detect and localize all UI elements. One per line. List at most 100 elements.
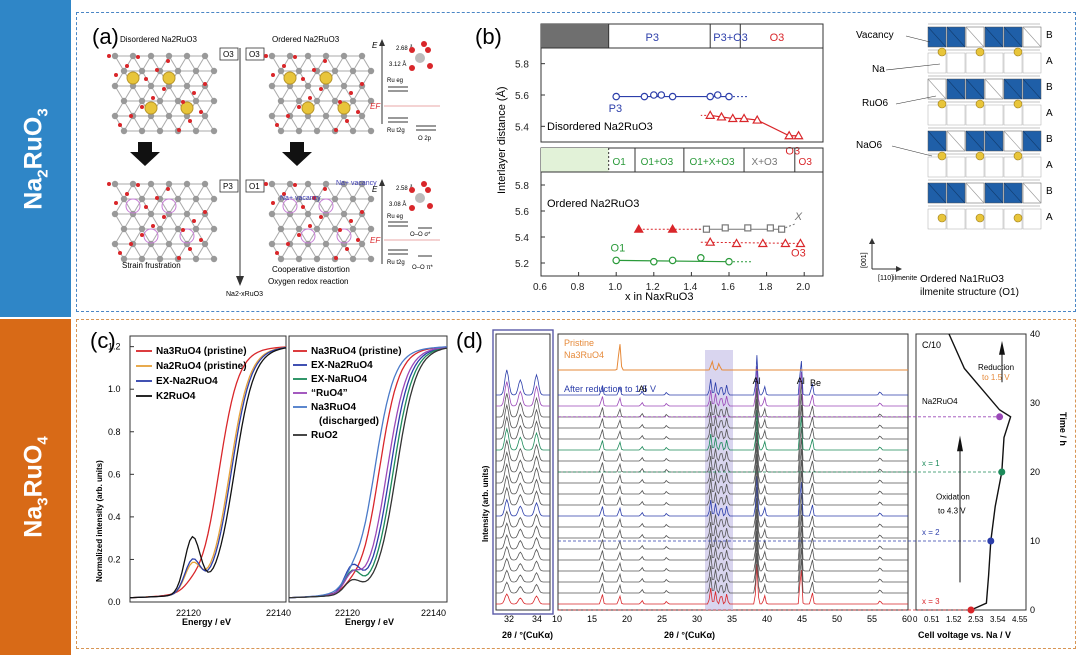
ru-atom: [111, 180, 119, 188]
b-p3-point: [668, 92, 677, 101]
c-left-legend-2: EX-Na2RuO4: [156, 376, 218, 387]
b-ytick-bot-0: 5.8: [515, 181, 529, 192]
ru-atom: [340, 82, 348, 90]
o-atom: [338, 100, 342, 104]
ru-atom: [304, 240, 312, 248]
nao6-octahedron: [927, 156, 947, 178]
d-small-xtick-1: 34: [532, 614, 542, 624]
d-xrd-zoom: [496, 451, 550, 473]
c-ytick-3: 0.6: [108, 469, 121, 479]
na-ion: [937, 99, 947, 109]
b-x-point: [702, 225, 711, 233]
vacancy-site: [300, 228, 316, 244]
ru-atom: [340, 112, 348, 120]
d-right-ytick-0: 40: [1030, 329, 1040, 339]
o-atom: [192, 91, 196, 95]
vacancy-site: [161, 198, 177, 214]
d-xrd-zoom: [496, 581, 550, 594]
b-bottom-frame: [540, 147, 824, 277]
ef-top: EF: [370, 102, 381, 111]
ru-atom: [277, 67, 285, 75]
na-ion: [1013, 47, 1023, 57]
ru-atom: [349, 67, 357, 75]
ru-atom: [120, 127, 128, 135]
b-top-frame: [540, 23, 824, 143]
ru-atom: [277, 127, 285, 135]
ru-atom: [147, 52, 155, 60]
o-atom: [334, 128, 338, 132]
na-ion: [1013, 151, 1023, 161]
d-ylabel: Intensity (arb. units): [481, 465, 490, 542]
b-p3-point: [657, 91, 666, 99]
c-right-legend-6: RuO2: [311, 430, 338, 441]
nao6-octahedron: [984, 104, 1004, 126]
ru-atom: [174, 97, 182, 105]
layer-label-3: A: [1046, 108, 1053, 119]
b-o1-point: [612, 256, 621, 265]
lattice-ordered-bottom: [264, 180, 375, 263]
o-atom: [151, 96, 155, 100]
ordered-title: Ordered Na2RuO3: [272, 35, 340, 44]
oo-sigma: O–O σ*: [410, 232, 431, 238]
ru-t2g-top: Ru t2g: [387, 128, 405, 134]
b-p3-point: [725, 92, 733, 101]
c-ytick-0: 1.2: [108, 342, 121, 352]
b-chart: P3 P3+O3 O3 5.8 5.6 5.4 P3 O3 Disordered Na2RuO3…: [515, 23, 824, 293]
ru-atom: [304, 180, 312, 188]
ru-atom: [183, 210, 191, 218]
vacancy-site: [143, 228, 159, 244]
ru-atom: [201, 240, 209, 248]
d-after-reduction: After reduction to 1.5 V: [564, 384, 656, 394]
d-xlabel-small: 2θ / °(CuKα): [502, 630, 553, 640]
b-p3-point: [640, 92, 649, 101]
d-oxidation-1: Oxidation: [936, 493, 970, 502]
ru-atom: [183, 112, 191, 120]
b-o3b-point: [705, 236, 716, 246]
o-atom: [345, 247, 349, 251]
vacancy-site: [336, 228, 352, 244]
layer-label-4: B: [1046, 134, 1053, 145]
o-atom: [308, 224, 312, 228]
ru-atom: [165, 82, 173, 90]
d-right-xtick-5: 2.5: [968, 615, 980, 624]
ru-atom: [322, 52, 330, 60]
b-bottom-bar-label-1: O1+O3: [641, 157, 674, 168]
o-atom: [166, 59, 170, 63]
d-xrd-zoom: [496, 381, 550, 407]
d-xrd-pattern: [558, 410, 908, 451]
layer-label-7: A: [1046, 212, 1053, 223]
o-atom: [297, 105, 301, 109]
e-axis-bottom: E: [372, 185, 378, 194]
ru-atom: [340, 180, 348, 188]
na-atom: [144, 101, 158, 115]
d-right-xtick-4: 2: [957, 615, 962, 624]
c-right-legend-4: Na3RuO4: [311, 402, 356, 413]
lattice-disordered-bottom: [107, 180, 218, 263]
d-x3: x = 3: [922, 597, 940, 606]
box-p3-label: P3: [223, 182, 233, 191]
d-xlabel-main: 2θ / °(CuKα): [664, 630, 715, 640]
dist-3: 2.58 Å: [396, 185, 413, 192]
ef-bottom: EF: [370, 236, 381, 245]
o-atom: [264, 182, 268, 186]
nao6-octahedron: [1003, 104, 1023, 126]
dist-1: 2.68 Å: [396, 45, 413, 52]
axis-001: [001]: [861, 252, 868, 268]
ru-atom: [295, 97, 303, 105]
d-xrd-zoom: [496, 439, 550, 462]
d-xrd-zoom: [496, 403, 550, 429]
o-atom: [181, 228, 185, 232]
d-right-xtick-7: 3.5: [990, 615, 1002, 624]
o-atom: [199, 238, 203, 242]
vacancy-note-2: Na+ vacancy: [336, 180, 377, 187]
disordered-title: Disordered Na2RuO3: [120, 35, 197, 44]
o-atom: [338, 228, 342, 232]
layer-label-0: B: [1046, 30, 1053, 41]
ru-atom: [295, 127, 303, 135]
ru-atom: [322, 180, 330, 188]
ru-atom: [156, 225, 164, 233]
na-atom: [283, 71, 297, 85]
ru-atom: [322, 210, 330, 218]
ru-atom: [120, 195, 128, 203]
